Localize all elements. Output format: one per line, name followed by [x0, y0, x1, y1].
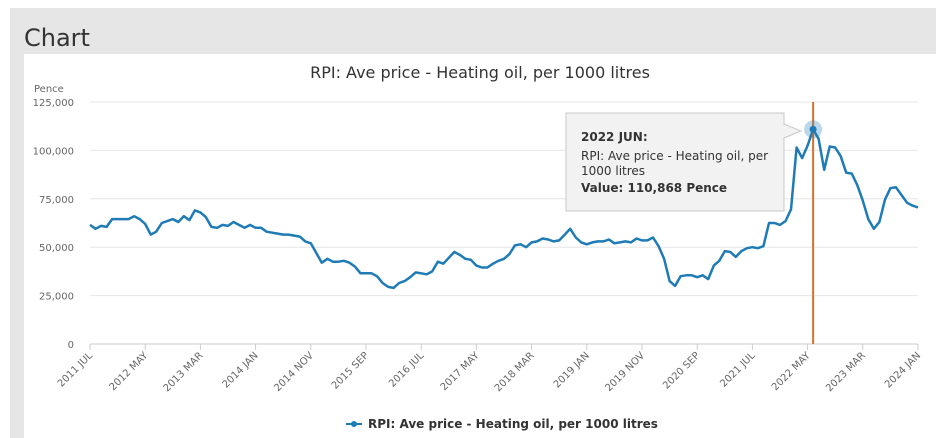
highlight-layer	[804, 102, 823, 344]
x-tick-label: 2013 MAR	[162, 350, 206, 394]
y-axis-ticks: 0 25,000 50,000 75,000 100,000 125,000	[33, 98, 74, 351]
x-tick-label: 2016 JUL	[387, 350, 427, 390]
tooltip-series-line2: 1000 litres	[581, 164, 645, 178]
chart-title: RPI: Ave price - Heating oil, per 1000 l…	[310, 63, 650, 82]
x-tick-label: 2023 MAR	[824, 350, 868, 394]
tooltip-pointer	[783, 123, 803, 139]
series-line[interactable]	[89, 128, 919, 290]
legend-dot-marker	[351, 421, 357, 427]
legend-label: RPI: Ave price - Heating oil, per 1000 l…	[368, 417, 658, 431]
x-tick-label: 2014 NOV	[272, 350, 316, 394]
series-layer	[89, 128, 919, 290]
y-tick-label: 75,000	[39, 195, 74, 206]
tooltip: 2022 JUN: RPI: Ave price - Heating oil, …	[565, 112, 803, 212]
x-tick-label: 2020 SEP	[661, 350, 702, 391]
x-tick-label: 2022 MAY	[770, 350, 813, 393]
x-tick-label: 2011 JUL	[56, 350, 96, 390]
x-tick-label: 2014 JAN	[221, 350, 261, 390]
y-tick-label: 100,000	[33, 146, 74, 157]
x-tick-label: 2018 MAR	[493, 350, 537, 394]
x-tick-label: 2017 MAY	[439, 350, 482, 393]
y-axis-unit-label: Pence	[34, 84, 64, 95]
grid-lines	[90, 101, 918, 345]
tooltip-date: 2022 JUN:	[581, 130, 648, 144]
tooltip-series-line1: RPI: Ave price - Heating oil, per	[581, 149, 768, 163]
tooltip-box	[565, 112, 785, 212]
x-tick-label: 2021 JUL	[718, 350, 758, 390]
y-tick-label: 125,000	[33, 98, 74, 109]
x-tick-label: 2015 SEP	[330, 350, 371, 391]
y-tick-label: 50,000	[39, 243, 74, 254]
x-tick-label: 2012 MAY	[108, 350, 151, 393]
x-tick-label: 2019 JAN	[552, 350, 592, 390]
x-tick-label: 2024 JAN	[883, 350, 923, 390]
x-axis-ticks: 2011 JUL 2012 MAY 2013 MAR 2014 JAN 2014 NOV…	[56, 344, 923, 394]
highlight-point[interactable]	[809, 125, 817, 133]
legend[interactable]: RPI: Ave price - Heating oil, per 1000 l…	[346, 417, 658, 431]
tooltip-value: Value: 110,868 Pence	[581, 181, 727, 195]
y-tick-label: 0	[68, 340, 74, 351]
x-tick-label: 2019 NOV	[604, 350, 648, 394]
panel-title: Chart	[24, 24, 90, 52]
y-tick-label: 25,000	[39, 292, 74, 303]
